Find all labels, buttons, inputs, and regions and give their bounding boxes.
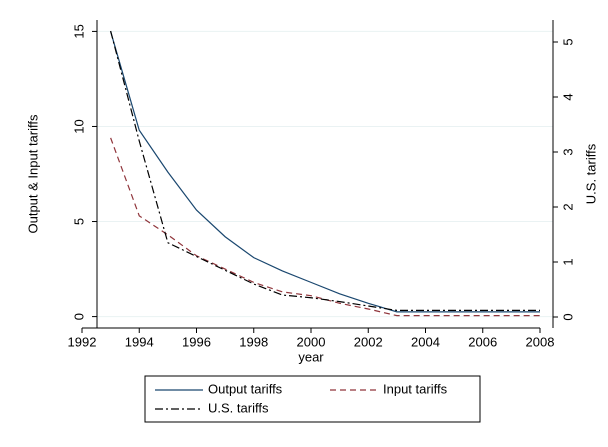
legend-label: Input tariffs [383,381,448,396]
legend-box [144,375,481,423]
y2-tick-label: 5 [560,38,575,45]
y2-tick-label: 0 [560,313,575,320]
y2-tick-label: 1 [560,258,575,265]
x-axis-title: year [298,349,324,364]
legend-label: U.S. tariffs [208,400,269,415]
y-tick-label: 0 [71,313,86,320]
y2-axis-title: U.S. tariffs [583,143,598,204]
y-tick-label: 15 [71,24,86,38]
x-tick-label: 1992 [68,334,97,349]
x-tick-label: 2004 [411,334,440,349]
x-tick-label: 2006 [468,334,497,349]
y-tick-label: 10 [71,119,86,133]
series-line [110,30,540,311]
y2-tick-label: 2 [560,203,575,210]
series-line [110,31,540,313]
x-tick-label: 2002 [354,334,383,349]
x-tick-label: 1998 [239,334,268,349]
x-tick-label: 2008 [526,334,555,349]
legend-label: Output tariffs [208,381,283,396]
x-tick-label: 2000 [297,334,326,349]
y2-tick-label: 3 [560,148,575,155]
y-tick-label: 5 [71,218,86,225]
x-tick-label: 1996 [182,334,211,349]
y2-tick-label: 4 [560,93,575,100]
series-line [110,137,540,317]
x-tick-label: 1994 [125,334,154,349]
y-axis-title: Output & Input tariffs [25,114,40,233]
